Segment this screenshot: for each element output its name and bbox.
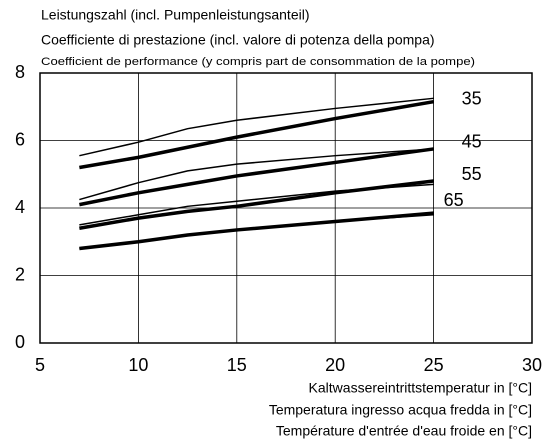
series-line (79, 97, 434, 157)
title-line: Coefficiente di prestazione (incl. valor… (41, 32, 435, 48)
plot-frame (39, 72, 533, 344)
x-tick-label: 10 (128, 355, 148, 375)
x-axis-label: Température d'entrée d'eau froide en [°C… (276, 423, 532, 439)
series-line (79, 147, 434, 207)
series-label: 65 (444, 190, 464, 210)
x-tick-label: 15 (227, 355, 247, 375)
x-tick-label: 25 (424, 355, 444, 375)
x-axis-label: Kaltwassereintrittstemperatur in [°C] (309, 380, 532, 396)
y-tick-label: 2 (15, 264, 25, 284)
series-line (79, 99, 434, 170)
x-tick-label: 5 (35, 355, 45, 375)
title-line: Leistungszahl (incl. Pumpenleistungsante… (41, 7, 309, 23)
x-tick-label: 30 (522, 355, 542, 375)
x-tick-label: 20 (325, 355, 345, 375)
y-tick-label: 0 (15, 332, 25, 352)
series-line (79, 148, 434, 201)
y-tick-label: 8 (15, 62, 25, 82)
series-line (79, 214, 434, 250)
series-label: 45 (462, 132, 482, 152)
series-label: 35 (462, 88, 482, 108)
y-tick-label: 6 (15, 129, 25, 149)
x-axis-label: Temperatura ingresso acqua fredda in [°C… (269, 402, 532, 418)
title-line: Coefficient de performance (y compris pa… (41, 56, 475, 68)
series-line (79, 183, 434, 226)
series-label: 55 (462, 164, 482, 184)
series-line (79, 179, 434, 230)
y-tick-label: 4 (15, 197, 25, 217)
